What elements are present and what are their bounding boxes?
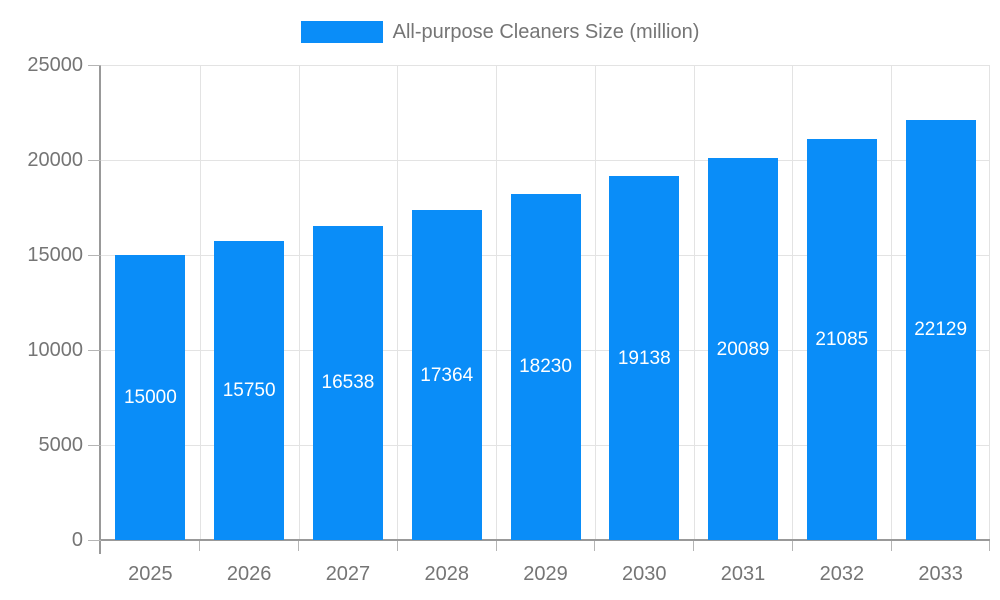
y-axis-tick-label: 5000 [38, 434, 84, 456]
bar-2033[interactable]: 22129 [905, 119, 976, 540]
x-tick-mark [199, 541, 201, 551]
x-axis-category-label: 2031 [720, 563, 766, 585]
gridline-horizontal [101, 65, 990, 66]
gridline-vertical [891, 65, 893, 540]
bar-2029[interactable]: 18230 [510, 193, 581, 540]
y-tick-mark [88, 349, 101, 351]
bar-value-label: 20089 [716, 338, 770, 360]
y-axis-line [99, 65, 101, 554]
x-axis-category-label: 2030 [622, 563, 667, 585]
y-axis-tick-label: 10000 [27, 339, 83, 361]
x-axis-category-label: 2027 [325, 563, 371, 585]
bar-value-label: 22129 [914, 319, 968, 341]
y-tick-mark [88, 159, 101, 161]
bar-value-label: 16538 [321, 372, 375, 394]
x-axis-category-label: 2026 [226, 563, 272, 585]
x-tick-mark [298, 541, 300, 551]
legend-swatch [300, 21, 383, 43]
y-axis-tick-label: 25000 [27, 54, 83, 76]
gridline-vertical [397, 65, 399, 540]
gridline-vertical [693, 65, 695, 540]
x-axis-category-label: 2032 [819, 563, 865, 585]
x-tick-mark [890, 541, 892, 551]
x-axis-category-label: 2025 [128, 563, 173, 585]
plot-area: 15000 15750 16538 17364 18230 19138 20089 21085… [101, 65, 990, 540]
bar-value-label: 15750 [222, 379, 276, 401]
y-tick-mark [88, 254, 101, 256]
gridline-vertical [199, 65, 201, 540]
y-axis-tick-label: 20000 [27, 149, 83, 171]
gridline-vertical [594, 65, 596, 540]
x-axis-category-label: 2028 [424, 563, 469, 585]
x-tick-mark [495, 541, 497, 551]
x-tick-mark [594, 541, 596, 551]
x-axis-category-label: 2029 [523, 563, 568, 585]
y-tick-mark [88, 444, 101, 446]
x-tick-mark [396, 541, 398, 551]
x-tick-mark [791, 541, 793, 551]
bar-2028[interactable]: 17364 [411, 210, 482, 540]
x-tick-mark [988, 541, 990, 551]
bar-value-label: 21085 [815, 329, 869, 351]
bar-2032[interactable]: 21085 [806, 139, 877, 540]
bar-2026[interactable]: 15750 [214, 240, 285, 540]
bar-2031[interactable]: 20089 [708, 158, 779, 540]
bar-2030[interactable]: 19138 [609, 176, 680, 540]
bar-value-label: 17364 [420, 364, 474, 386]
bar-value-label: 18230 [519, 356, 572, 378]
bar-value-label: 19138 [617, 347, 671, 369]
y-tick-mark [88, 64, 101, 66]
gridline-vertical [496, 65, 498, 540]
gridline-horizontal [101, 160, 990, 161]
y-tick-mark [88, 539, 101, 541]
bar-value-label: 15000 [123, 387, 177, 408]
x-tick-mark [693, 541, 695, 551]
x-axis-category-label: 2033 [918, 563, 963, 585]
gridline-vertical [792, 65, 794, 540]
y-axis-tick-label: 0 [71, 529, 83, 551]
legend[interactable]: All-purpose Cleaners Size (million) [0, 21, 1000, 43]
bar-2025[interactable]: 15000 [115, 255, 186, 540]
bar-2027[interactable]: 16538 [312, 225, 383, 540]
gridline-vertical [298, 65, 300, 540]
x-axis-line [99, 539, 990, 541]
y-axis-tick-label: 15000 [27, 244, 83, 266]
legend-label: All-purpose Cleaners Size (million) [392, 20, 700, 43]
gridline-vertical [989, 65, 990, 540]
